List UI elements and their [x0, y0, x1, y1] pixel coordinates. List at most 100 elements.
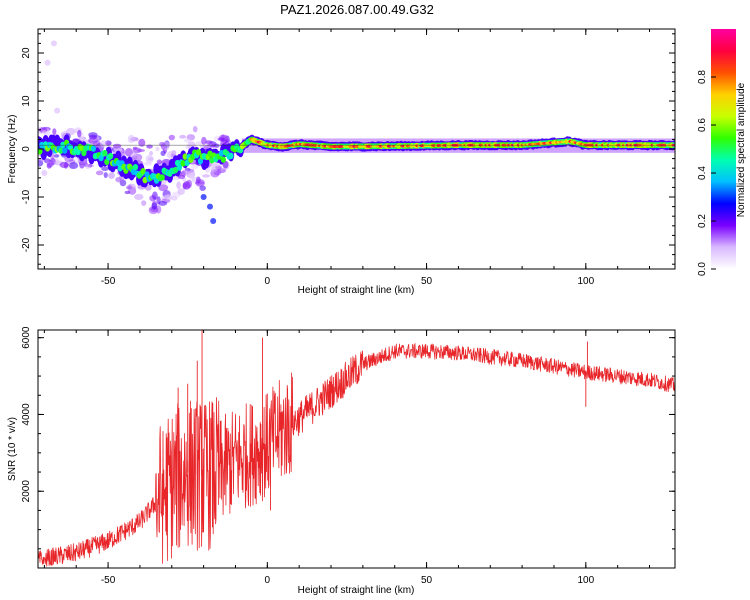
- snr-y-axis: 2000 4000 6000: [21, 326, 675, 569]
- spectrogram-blob: [184, 169, 191, 175]
- spectrogram-ridge-mark: [132, 163, 139, 171]
- snr-ylabel: SNR (10 * v/v): [7, 417, 18, 481]
- y-tick-label: 10: [21, 95, 32, 107]
- spectrogram-ridge-mark: [159, 174, 165, 181]
- y-tick-label: 4000: [21, 403, 32, 426]
- spectrogram-ridge-mark: [108, 152, 114, 160]
- spectrogram-ylabel: Frequency (Hz): [7, 115, 18, 184]
- spectrogram-blob: [54, 107, 61, 114]
- spectrogram-blob: [158, 184, 169, 192]
- spectrogram-blob: [155, 205, 162, 214]
- spectrogram-ridge-mark: [197, 157, 204, 165]
- spectrogram-blob: [77, 129, 82, 138]
- x-tick-label: 100: [577, 575, 594, 586]
- spectrogram-blob: [210, 166, 218, 173]
- spectrogram-ridge-mark: [184, 159, 190, 167]
- spectrogram-blob: [132, 150, 139, 155]
- spectrogram-blob: [146, 144, 153, 149]
- colorbar-tick-label: 0.8: [697, 70, 708, 84]
- spectrogram-y-axis: -20 -10 0 10 20: [21, 33, 675, 265]
- colorbar-label: Normalized spectral amplitude: [736, 82, 747, 217]
- snr-series-line: [38, 343, 675, 567]
- spectrogram-blob: [176, 181, 181, 190]
- spectrogram-ridge-mark: [102, 149, 108, 157]
- y-tick-label: -20: [21, 237, 32, 252]
- spectrogram-blob: [54, 154, 60, 158]
- spectrogram-blob: [156, 159, 163, 165]
- spectrogram-blob: [112, 143, 122, 149]
- spectrogram-blob: [211, 143, 216, 148]
- y-tick-label: 6000: [21, 326, 32, 349]
- spectrogram-blob: [149, 151, 154, 156]
- spectrogram-blob: [141, 200, 147, 206]
- spectrogram-blob: [179, 134, 187, 139]
- spectrogram-ridge-mark: [62, 147, 68, 154]
- colorbar-tick-label: 0.0: [697, 262, 708, 276]
- spectrogram-blob: [103, 172, 108, 178]
- colorbar: 0.0 0.2 0.4 0.6 0.8 Normalized spectral ampl…: [697, 29, 747, 276]
- x-tick-label: 0: [265, 276, 271, 287]
- spectrogram-blob: [159, 141, 166, 147]
- y-tick-label: 20: [21, 47, 32, 59]
- spectrogram-blob: [206, 203, 213, 210]
- spectrogram-blob: [138, 138, 146, 147]
- spectrogram-blob: [87, 163, 94, 168]
- colorbar-gradient: [711, 29, 736, 269]
- spectrogram-ridge-mark: [176, 164, 183, 171]
- spectrogram-blob: [210, 218, 217, 224]
- spectrogram-blob: [195, 179, 205, 187]
- spectrogram-ridge-mark: [38, 148, 43, 155]
- spectrogram-blob: [160, 150, 166, 157]
- snr-xlabel: Height of straight line (km): [298, 585, 415, 596]
- spectrogram-blob: [52, 128, 57, 136]
- spectrogram-blob: [177, 188, 185, 195]
- spectrogram-blob: [158, 200, 168, 206]
- spectrogram-blob: [164, 193, 173, 201]
- spectrogram-blob: [124, 190, 131, 195]
- spectrogram-blob: [217, 137, 225, 141]
- colorbar-tick-label: 0.2: [697, 214, 708, 228]
- spectrogram-blob: [134, 193, 144, 201]
- spectrogram-blob: [182, 182, 187, 190]
- colorbar-tick-label: 0.4: [697, 166, 708, 180]
- spectrogram-xlabel: Height of straight line (km): [298, 285, 415, 296]
- spectrogram-blob: [156, 196, 161, 205]
- x-tick-label: -50: [101, 575, 116, 586]
- spectrogram-blob: [105, 142, 111, 146]
- spectrogram-blob: [202, 174, 211, 178]
- spectrogram-blob: [170, 195, 178, 201]
- spectrogram-blob: [199, 185, 206, 191]
- spectrogram-blob: [200, 194, 207, 200]
- spectrogram-ridge-mark: [79, 145, 85, 152]
- spectrogram-blob: [59, 161, 70, 169]
- spectrogram-blob: [192, 126, 198, 133]
- spectrogram-ridge-mark: [115, 159, 121, 167]
- spectrogram-ridge-mark: [140, 168, 146, 175]
- x-tick-label: 100: [577, 276, 594, 287]
- spectrogram-blob: [50, 40, 57, 47]
- spectrogram-blob: [147, 157, 154, 161]
- spectrogram-ridge-mark: [182, 153, 188, 160]
- colorbar-tick-label: 0.6: [697, 118, 708, 132]
- colorbar-ticks: 0.0 0.2 0.4 0.6 0.8: [697, 70, 716, 276]
- spectrogram-blob: [95, 170, 104, 176]
- spectrogram-blob: [44, 59, 51, 66]
- spectrogram-blob: [206, 142, 212, 147]
- spectrogram-ridge-mark: [90, 145, 97, 152]
- y-tick-label: -10: [21, 189, 32, 204]
- spectrogram-blob: [213, 143, 220, 148]
- spectrogram-blob: [155, 146, 160, 152]
- spectrogram-blob: [222, 160, 229, 169]
- spectrogram-blob: [99, 140, 108, 148]
- figure-title: PAZ1.2026.087.00.49.G32: [280, 2, 434, 17]
- spectrogram-ridge-mark: [228, 152, 234, 160]
- spectrogram-blob: [38, 158, 44, 163]
- spectrogram-ridge-mark: [220, 156, 226, 163]
- spectrogram-blob: [131, 154, 141, 161]
- spectrogram-ridge-mark: [180, 160, 186, 167]
- spectrogram-ridge-mark: [58, 147, 64, 154]
- spectrogram-ridge-mark: [195, 149, 202, 156]
- spectrogram-blob: [41, 130, 48, 134]
- spectrogram-blob: [69, 161, 79, 170]
